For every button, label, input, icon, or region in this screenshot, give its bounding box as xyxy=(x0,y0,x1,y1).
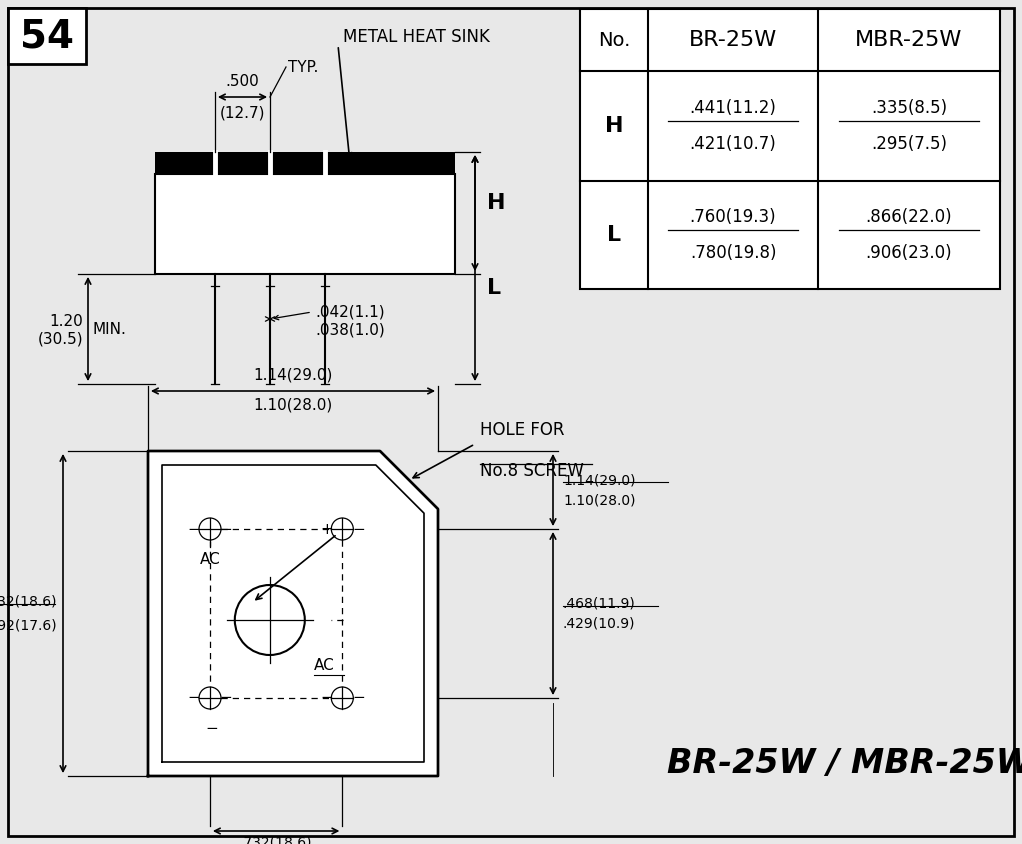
Text: .421(10.7): .421(10.7) xyxy=(690,135,777,153)
Bar xyxy=(155,174,455,274)
Text: BR-25W / MBR-25W: BR-25W / MBR-25W xyxy=(667,748,1022,781)
Circle shape xyxy=(199,687,221,709)
Text: H: H xyxy=(487,193,506,213)
Text: .500: .500 xyxy=(226,74,260,89)
Text: No.: No. xyxy=(598,30,631,50)
Text: −: − xyxy=(188,522,200,537)
Text: 1.10(28.0): 1.10(28.0) xyxy=(563,493,636,507)
Text: 54: 54 xyxy=(20,17,74,55)
Text: .692(17.6): .692(17.6) xyxy=(0,619,57,632)
Circle shape xyxy=(199,518,221,540)
Text: BR-25W: BR-25W xyxy=(689,30,777,50)
Bar xyxy=(580,9,1000,289)
Text: .038(1.0): .038(1.0) xyxy=(315,322,384,338)
Text: MBR-25W: MBR-25W xyxy=(855,30,963,50)
Text: .042(1.1): .042(1.1) xyxy=(315,305,384,320)
Text: L: L xyxy=(487,278,501,298)
Text: −: − xyxy=(320,690,333,706)
Bar xyxy=(8,8,86,64)
Text: .429(10.9): .429(10.9) xyxy=(563,616,636,630)
Text: 1.10(28.0): 1.10(28.0) xyxy=(253,397,332,412)
Text: L: L xyxy=(607,225,621,245)
Circle shape xyxy=(235,585,305,655)
Text: 1.14(29.0): 1.14(29.0) xyxy=(563,473,636,487)
Text: H: H xyxy=(605,116,623,136)
Polygon shape xyxy=(148,451,438,776)
Text: .732(18.6): .732(18.6) xyxy=(0,594,57,609)
Text: (12.7): (12.7) xyxy=(220,105,266,120)
Text: −: − xyxy=(220,522,232,537)
Text: .295(7.5): .295(7.5) xyxy=(871,135,947,153)
Text: .335(8.5): .335(8.5) xyxy=(871,99,947,117)
Text: AC: AC xyxy=(199,552,221,567)
Text: METAL HEAT SINK: METAL HEAT SINK xyxy=(343,28,490,46)
Text: −: − xyxy=(188,690,200,706)
Text: .906(23.0): .906(23.0) xyxy=(866,244,953,262)
Text: HOLE FOR: HOLE FOR xyxy=(480,421,564,439)
Text: .760(19.3): .760(19.3) xyxy=(690,208,777,226)
Text: (30.5): (30.5) xyxy=(38,332,83,347)
Text: +: + xyxy=(320,522,333,537)
Text: 1.20: 1.20 xyxy=(49,313,83,328)
Text: −: − xyxy=(205,721,219,736)
Text: MIN.: MIN. xyxy=(93,322,127,337)
Text: AC: AC xyxy=(314,658,334,673)
Text: −: − xyxy=(352,522,365,537)
Circle shape xyxy=(331,518,354,540)
Text: TYP.: TYP. xyxy=(288,59,319,74)
Text: .866(22.0): .866(22.0) xyxy=(866,208,953,226)
Bar xyxy=(155,152,455,174)
Text: .780(19.8): .780(19.8) xyxy=(690,244,777,262)
Text: −: − xyxy=(352,690,365,706)
Text: .468(11.9): .468(11.9) xyxy=(563,597,636,610)
Text: .441(11.2): .441(11.2) xyxy=(690,99,777,117)
Text: 1.14(29.0): 1.14(29.0) xyxy=(253,368,333,383)
Text: No.8 SCREW: No.8 SCREW xyxy=(480,462,584,480)
Text: −: − xyxy=(220,690,232,706)
Text: .732(18.6): .732(18.6) xyxy=(240,836,313,844)
Circle shape xyxy=(331,687,354,709)
